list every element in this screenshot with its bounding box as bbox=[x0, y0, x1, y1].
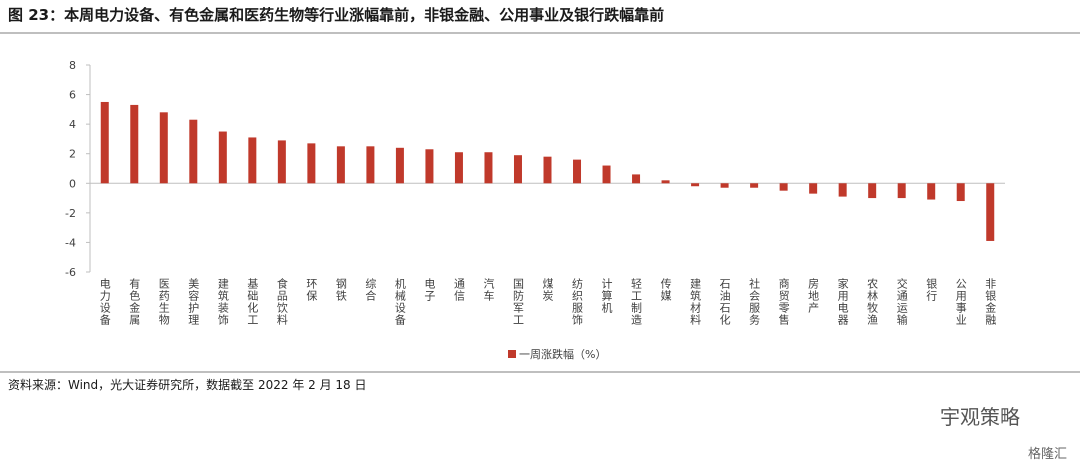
y-tick-label: -4 bbox=[65, 236, 76, 249]
bar bbox=[159, 112, 168, 184]
x-tick-label: 社会服务 bbox=[748, 277, 761, 326]
x-tick-label: 基础化工 bbox=[246, 278, 259, 326]
x-tick-label: 建筑装饰 bbox=[216, 277, 229, 326]
x-tick-label: 纺织服饰 bbox=[571, 277, 584, 326]
bar bbox=[838, 183, 847, 197]
bar bbox=[632, 174, 641, 184]
y-tick-label: 0 bbox=[69, 177, 76, 190]
x-tick-label: 石油石化 bbox=[718, 278, 731, 326]
y-tick-label: 4 bbox=[69, 118, 76, 131]
x-tick-label: 商贸零售 bbox=[777, 277, 790, 326]
x-tick-label: 钢铁 bbox=[334, 278, 347, 302]
bar bbox=[986, 183, 995, 241]
x-tick-label: 银行 bbox=[925, 277, 938, 302]
x-tick-label: 食品饮料 bbox=[275, 277, 288, 326]
y-tick-label: -6 bbox=[65, 266, 76, 279]
bar bbox=[218, 131, 227, 184]
x-tick-label: 美容护理 bbox=[187, 278, 200, 326]
bar bbox=[366, 146, 375, 184]
y-tick-label: 8 bbox=[69, 59, 76, 72]
legend-swatch bbox=[508, 350, 516, 358]
x-tick-label: 轻工制造 bbox=[630, 277, 643, 326]
source: 资料来源：Wind，光大证券研究所，数据截至 2022 年 2 月 18 日 bbox=[8, 377, 367, 392]
bar bbox=[425, 149, 434, 184]
bar bbox=[573, 159, 582, 184]
logo: 格隆汇 bbox=[1028, 446, 1067, 462]
x-tick-label: 国防军工 bbox=[511, 278, 524, 326]
bar bbox=[809, 183, 818, 194]
x-tick-label: 通信 bbox=[452, 278, 465, 302]
x-tick-label: 非银金融 bbox=[984, 278, 997, 326]
x-tick-label: 建筑材料 bbox=[689, 277, 702, 326]
x-tick-label: 医药生物 bbox=[157, 278, 170, 326]
x-tick-label: 计算机 bbox=[600, 278, 613, 314]
bar bbox=[661, 180, 670, 184]
chart-title: 图 23：本周电力设备、有色金属和医药生物等行业涨幅靠前，非银金融、公用事业及银… bbox=[8, 6, 664, 24]
bar bbox=[130, 104, 139, 184]
legend-label: 一周涨跌幅（%） bbox=[519, 347, 606, 361]
y-tick-label: 6 bbox=[69, 89, 76, 102]
bar bbox=[750, 183, 759, 188]
bar bbox=[927, 183, 936, 200]
x-tick-label: 传媒 bbox=[659, 278, 672, 302]
x-tick-label: 农林牧渔 bbox=[866, 277, 879, 326]
x-tick-label: 汽车 bbox=[482, 277, 495, 302]
bar bbox=[454, 152, 463, 184]
x-tick-label: 公用事业 bbox=[954, 278, 967, 326]
bar bbox=[307, 143, 316, 184]
x-tick-label: 有色金属 bbox=[128, 277, 141, 326]
y-tick-label: 2 bbox=[69, 148, 76, 161]
x-tick-label: 综合 bbox=[364, 277, 377, 302]
bar bbox=[277, 140, 286, 184]
bar bbox=[779, 183, 788, 191]
bar bbox=[248, 137, 257, 184]
bar bbox=[189, 119, 198, 184]
x-tick-label: 房地产 bbox=[807, 278, 820, 314]
bar bbox=[484, 152, 493, 184]
bar bbox=[720, 183, 729, 188]
x-tick-label: 交通运输 bbox=[895, 277, 908, 326]
bar bbox=[100, 101, 109, 184]
watermark: 宇观策略 bbox=[940, 405, 1020, 429]
y-tick-label: -2 bbox=[65, 207, 76, 220]
x-tick-label: 电力设备 bbox=[98, 278, 111, 326]
x-tick-label: 环保 bbox=[305, 278, 318, 302]
bar bbox=[543, 156, 552, 184]
bar bbox=[956, 183, 965, 202]
bar bbox=[691, 183, 700, 187]
bar bbox=[897, 183, 906, 199]
x-tick-label: 机械设备 bbox=[393, 277, 406, 326]
bar bbox=[868, 183, 877, 199]
bar bbox=[513, 155, 522, 184]
x-tick-label: 煤炭 bbox=[541, 278, 554, 302]
bar bbox=[395, 147, 404, 184]
x-tick-label: 家用电器 bbox=[836, 277, 849, 326]
bar bbox=[602, 165, 611, 184]
x-tick-label: 电子 bbox=[423, 278, 436, 302]
bar bbox=[336, 146, 345, 184]
